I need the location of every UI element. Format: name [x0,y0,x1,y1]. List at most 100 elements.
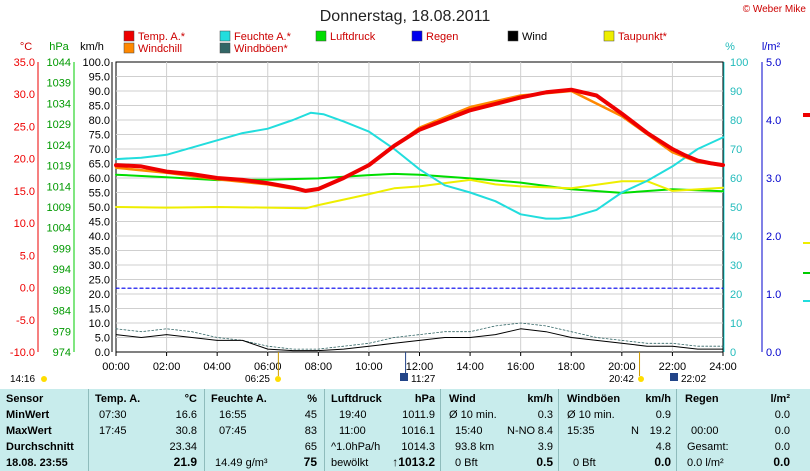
luftdruck-min-value: 1011.9 [402,409,435,421]
tick-label-celsius: 35.0 [14,57,35,69]
temp-max-time: 17:45 [99,425,127,437]
luftdruck-avg-value: 1014.3 [401,441,435,453]
axis-label-celsius: °C [20,41,32,53]
regen-row1-value: 0.0 [774,409,790,421]
legend-swatch [219,30,231,42]
sensor-header: Sensor [6,393,44,405]
series-group [114,87,725,352]
sun-icon [638,376,644,382]
edge-marker [803,242,810,244]
x-tick-label: 22:00 [659,361,687,373]
windboeen-header: Windböen [567,393,621,405]
wind-mean-value: 3.9 [537,441,553,453]
temp-unit: °C [184,393,197,405]
tick-label-rain: 2.0 [766,231,781,243]
feuchte-min-time: 16:55 [219,409,247,421]
series-line-windben [115,322,724,350]
col-wind: Wind km/h Ø 10 min. 0.3 15:40 N-NO 8.4 9… [440,389,559,471]
temp-avg-value: 23.34 [169,441,197,453]
edge-marker [803,113,810,117]
edge-marker [803,272,810,274]
tick-label-kmh: 25.0 [89,275,110,287]
marker-moon: 22:02 [681,374,706,385]
temp-header: Temp. A. [95,393,141,405]
tick-label-hpa: 1039 [47,78,71,90]
tick-label-celsius: 25.0 [14,121,35,133]
windboeen-beaufort: 0 Bft [573,457,596,469]
tick-label-kmh: 0.0 [95,347,110,359]
wind-max-time: 15:40 [455,425,483,437]
regen-today-label: 0.0 l/m² [687,457,724,469]
legend-label: Wind [522,31,547,43]
col-regen: Regen l/m² 0.0 00:00 0.0 Gesamt: 0.0 0.0… [676,389,810,471]
series-line-wind [115,328,724,352]
tick-label-percent: 80 [730,115,742,127]
luftdruck-header: Luftdruck [331,393,382,405]
wind-header: Wind [449,393,476,405]
wind-avg-label: Ø 10 min. [449,409,497,421]
series-line-tempa [114,87,725,193]
tick-label-celsius: 20.0 [14,154,35,166]
x-tick-label: 10:00 [355,361,383,373]
edge-marker [803,300,810,302]
tick-label-kmh: 100.0 [82,57,110,69]
feuchte-current-value: 75 [303,455,317,469]
tick-label-kmh: 15.0 [89,304,110,316]
moon-icon [670,373,678,381]
copyright-label: © Weber Mike [743,4,807,15]
tick-label-percent: 10 [730,318,742,330]
marker-noon: 11:27 [411,374,436,385]
tick-label-celsius: 30.0 [14,89,35,101]
tick-label-kmh: 70.0 [89,144,110,156]
legend-label: Feuchte A.* [234,31,292,43]
marker-sunrise: 06:25 [245,374,270,385]
regen-row2-label: 00:00 [691,425,719,437]
wind-max-value: 8.4 [537,425,553,437]
tick-label-hpa: 989 [53,285,71,297]
col-luftdruck: Luftdruck hPa 19:40 1011.9 11:00 1016.1 … [324,389,441,471]
windboeen-max-value: 19.2 [649,425,671,437]
luftdruck-current-value: ↑1013.2 [392,455,435,469]
x-tick-label: 20:00 [608,361,636,373]
axis-label-kmh: km/h [80,41,104,53]
x-tick-label: 08:00 [305,361,333,373]
tick-label-hpa: 994 [53,264,71,276]
legend-swatch [123,30,135,42]
feuchte-min-value: 45 [304,409,317,421]
legend-label: Windböen* [234,43,289,55]
tick-label-rain: 0.0 [766,347,781,359]
wind-max-direction: N-NO [507,425,536,437]
legend-swatch [603,30,615,42]
tick-label-hpa: 1009 [47,202,71,214]
series-line-feuchtea [115,111,724,220]
x-tick-label: 06:00 [254,361,282,373]
legend-label: Taupunkt* [618,31,668,43]
tick-label-hpa: 1014 [47,181,71,193]
tick-label-celsius: -5.0 [16,315,35,327]
windboeen-avg-value: 0.9 [655,409,671,421]
row-label-min: MinWert [6,409,50,421]
right-axes: % l/m²10090807060504030201005.04.03.02.01… [723,41,810,359]
luftdruck-max-value: 1016.1 [401,425,435,437]
tick-label-rain: 1.0 [766,289,781,301]
tick-label-kmh: 85.0 [89,101,110,113]
tick-label-celsius: 0.0 [20,283,35,295]
sun-icon [41,376,47,382]
tick-label-percent: 50 [730,202,742,214]
legend-swatch [315,30,327,42]
tick-label-kmh: 30.0 [89,260,110,272]
tick-label-hpa: 974 [53,347,71,359]
tick-label-rain: 4.0 [766,115,781,127]
windboeen-unit: km/h [645,393,671,405]
tick-label-hpa: 1019 [47,161,71,173]
tick-label-percent: 0 [730,347,736,359]
x-tick-label: 00:00 [102,361,130,373]
tick-label-hpa: 1029 [47,119,71,131]
legend-label: Luftdruck [330,31,376,43]
tick-label-percent: 20 [730,289,742,301]
tick-label-hpa: 979 [53,326,71,338]
windboeen-current-value: 0.0 [654,455,671,469]
feuchte-unit: % [307,393,317,405]
x-axis: 00:00 02:00 04:00 06:00 08:00 10:00 12:00 14:00… [102,352,737,373]
regen-current-value: 0.0 [773,455,790,469]
